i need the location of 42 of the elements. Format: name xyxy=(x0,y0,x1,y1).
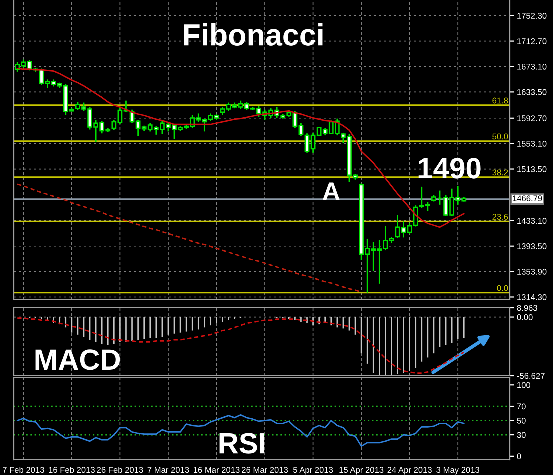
x-tick-label: 7 Mar 2013 xyxy=(148,467,190,474)
ref-line-label: 1466.79 xyxy=(513,196,542,202)
x-tick-label: 15 Apr 2013 xyxy=(340,467,384,475)
line-series xyxy=(16,318,465,374)
y-tick-label: 1633.50 xyxy=(518,89,547,96)
y-tick-label: 30 xyxy=(517,432,526,438)
x-tick-label: 16 Feb 2013 xyxy=(49,466,95,474)
annotation: 23.6 xyxy=(492,214,508,220)
y-tick-label: 1752.30 xyxy=(518,13,547,19)
line-series xyxy=(16,184,362,293)
y-tick-label: 70 xyxy=(517,404,526,410)
x-tick-label: 7 Feb 2013 xyxy=(3,466,44,474)
y-tick-label: 1592.70 xyxy=(518,116,547,122)
x-tick-label: 26 Feb 2013 xyxy=(97,466,144,474)
y-tick-label: -56.627 xyxy=(517,373,545,380)
y-tick-label: 1353.90 xyxy=(518,269,547,275)
y-tick-label: 1513.50 xyxy=(518,166,547,172)
y-tick-label: 1553.10 xyxy=(518,141,547,147)
y-tick-label: 50 xyxy=(517,418,526,424)
y-tick-label: 100 xyxy=(518,382,531,388)
annotation: 38.2 xyxy=(492,170,508,176)
x-tick-label: 3 May 2013 xyxy=(436,467,480,475)
y-tick-label: 8.963 xyxy=(517,305,538,312)
annotation: 50.0 xyxy=(492,134,508,140)
y-tick-label: 0 xyxy=(517,454,522,460)
annotation: 61.8 xyxy=(492,98,508,104)
y-tick-label: 1433.10 xyxy=(518,218,547,224)
x-tick-label: 24 Apr 2013 xyxy=(388,467,432,475)
text: Fibonacci xyxy=(184,24,323,46)
y-tick-label: 1712.70 xyxy=(518,38,547,44)
y-tick-label: 0.00 xyxy=(517,314,533,320)
x-tick-label: 16 Mar 2013 xyxy=(194,467,240,474)
y-tick-label: 1314.30 xyxy=(518,294,547,300)
x-tick-label: 5 Apr 2013 xyxy=(293,467,334,475)
annotation: RSI xyxy=(220,433,265,454)
y-tick-label: 1393.50 xyxy=(518,244,547,250)
annotation: MACD xyxy=(36,350,120,370)
annotation: 1490 xyxy=(418,158,481,179)
annotation: 0.0 xyxy=(497,285,508,292)
y-tick-label: 1673.10 xyxy=(518,64,547,70)
annotation: A xyxy=(323,182,340,200)
x-tick-label: 26 Mar 2013 xyxy=(242,467,288,474)
